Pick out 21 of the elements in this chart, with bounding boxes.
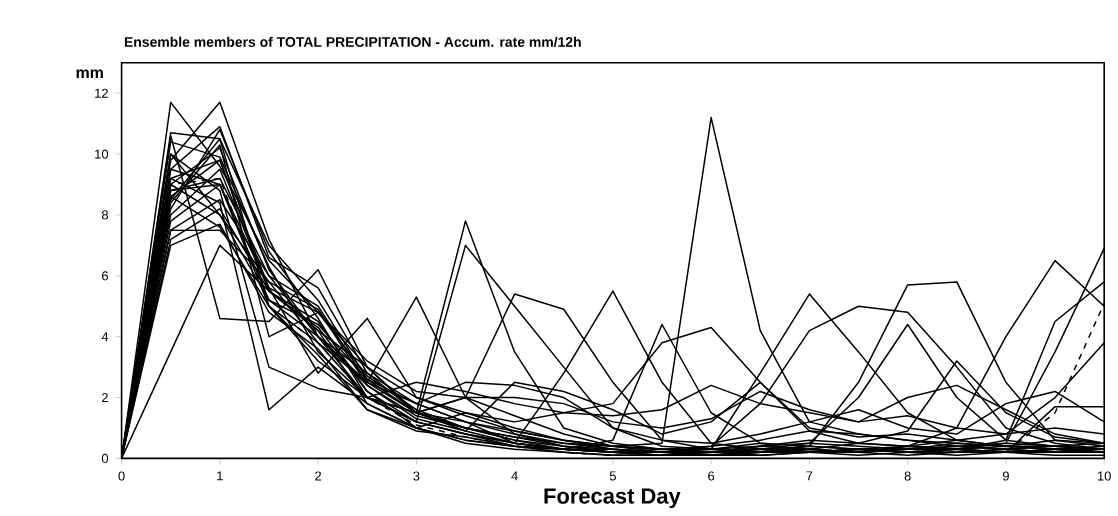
- chart-title: Ensemble members of TOTAL PRECIPITATION - Accum. rate mm/12h: [124, 36, 581, 47]
- x-tick-label: 5: [609, 471, 616, 481]
- y-tick-label: 10: [95, 149, 109, 159]
- x-axis-title: Forecast Day: [544, 488, 681, 508]
- x-tick-label: 6: [708, 471, 715, 481]
- x-tick-label: 3: [413, 471, 420, 481]
- y-axis-title: mm: [76, 69, 103, 78]
- x-tick-label: 2: [315, 471, 322, 481]
- y-tick-label: 6: [102, 271, 109, 281]
- y-tick-label: 2: [102, 392, 108, 402]
- x-tick-label: 9: [1002, 471, 1009, 481]
- y-tick-label: 8: [101, 210, 109, 220]
- x-tick-label: 4: [511, 471, 518, 481]
- y-tick-label: 4: [101, 332, 109, 342]
- y-tick-label: 0: [101, 453, 109, 463]
- x-tick-label: 8: [904, 471, 911, 481]
- x-tick-label: 7: [806, 471, 813, 481]
- x-tick-label: 1: [217, 471, 223, 481]
- x-tick-label: 0: [118, 471, 125, 481]
- x-tick-label: 10: [1097, 471, 1111, 481]
- y-tick-label: 12: [95, 88, 108, 98]
